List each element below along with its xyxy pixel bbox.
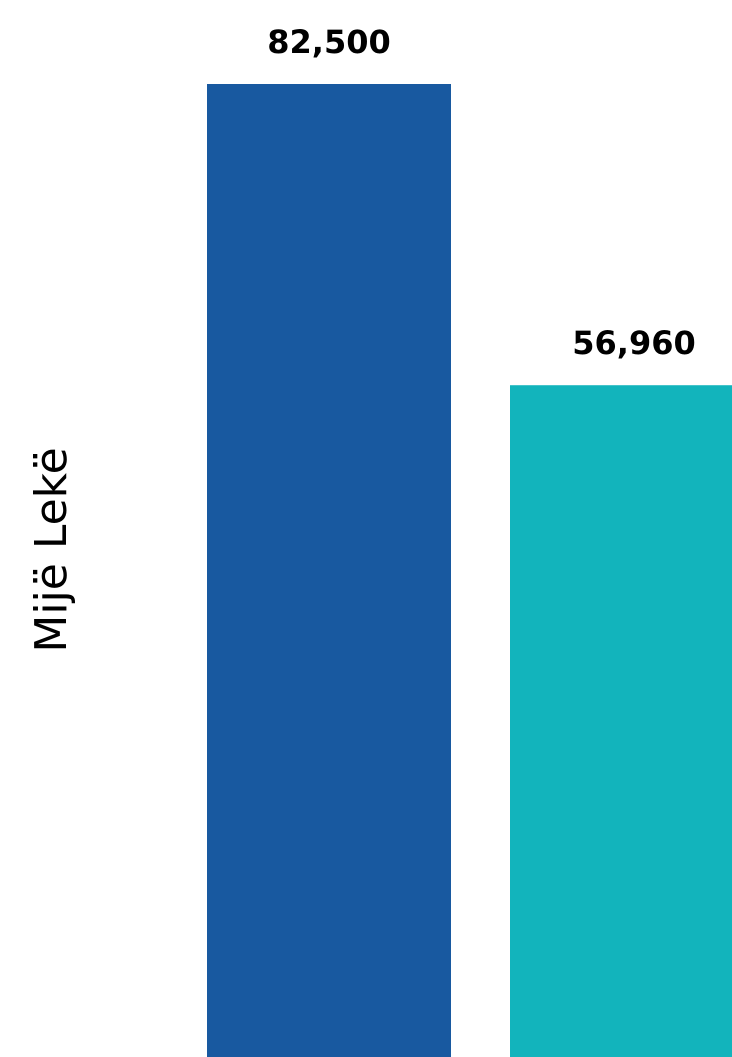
- bar-value-label-1: 82,500: [267, 23, 390, 61]
- bar-value-label-2: 56,960: [572, 324, 695, 362]
- bar-2: [510, 385, 732, 1057]
- y-axis-title: Mijë Lekë: [26, 447, 77, 652]
- bar-1: [207, 84, 451, 1057]
- bars-group: 82,500 56,960: [207, 23, 732, 1057]
